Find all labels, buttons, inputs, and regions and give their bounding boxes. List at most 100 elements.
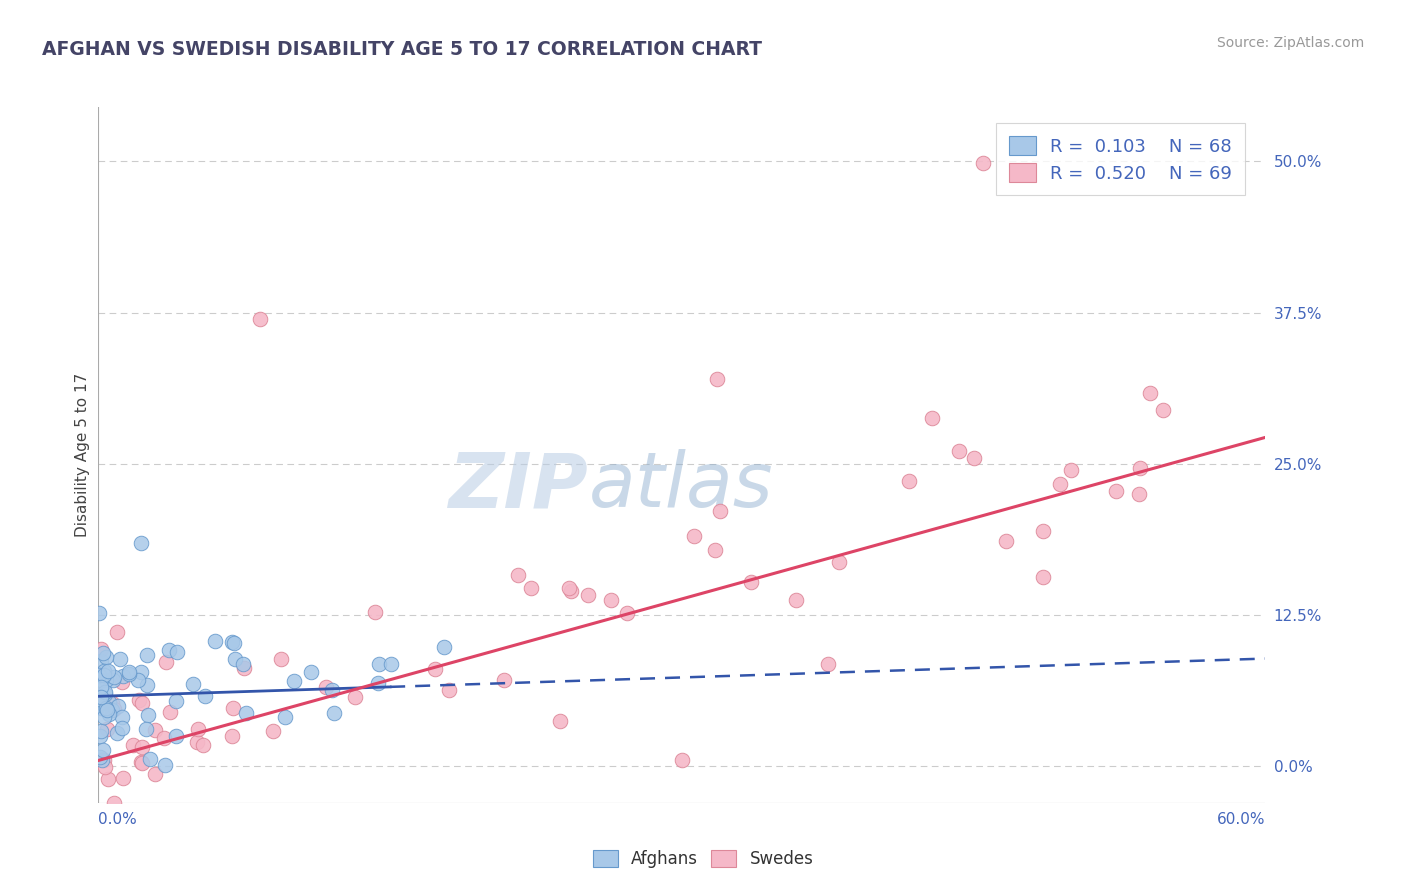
Point <box>817 657 839 671</box>
Point <box>90 724 112 739</box>
Point <box>93 709 115 723</box>
Point <box>494 673 516 687</box>
Point <box>704 542 727 557</box>
Point <box>315 681 337 695</box>
Point <box>93 664 115 678</box>
Point <box>1128 487 1150 501</box>
Point <box>363 605 385 619</box>
Point <box>97 706 120 721</box>
Point <box>143 723 166 737</box>
Point <box>111 674 134 689</box>
Point <box>117 665 139 680</box>
Point <box>343 690 366 705</box>
Point <box>131 755 153 769</box>
Point <box>87 667 110 681</box>
Point <box>107 699 129 714</box>
Point <box>560 583 582 598</box>
Point <box>671 754 693 768</box>
Point <box>91 646 114 660</box>
Point <box>94 687 117 701</box>
Point <box>93 754 115 768</box>
Point <box>1049 477 1071 491</box>
Point <box>299 665 322 680</box>
Point <box>683 529 706 543</box>
Point <box>262 724 284 739</box>
Point <box>96 722 118 736</box>
Point <box>131 756 153 770</box>
Point <box>423 663 446 677</box>
Point <box>165 694 187 708</box>
Point <box>181 677 204 691</box>
Point <box>439 683 461 698</box>
Point <box>948 444 970 458</box>
Point <box>222 636 245 650</box>
Point <box>96 701 118 715</box>
Point <box>221 701 243 715</box>
Point <box>87 606 110 620</box>
Point <box>962 450 984 465</box>
Point <box>111 669 134 683</box>
Point <box>186 735 208 749</box>
Point <box>897 474 920 488</box>
Point <box>1152 402 1174 417</box>
Point <box>433 640 456 654</box>
Y-axis label: Disability Age 5 to 17: Disability Age 5 to 17 <box>75 373 90 537</box>
Point <box>111 722 134 736</box>
Point <box>578 588 600 602</box>
Point <box>221 729 243 743</box>
Point <box>97 695 120 709</box>
Point <box>155 655 177 669</box>
Point <box>191 738 214 752</box>
Point <box>274 710 297 724</box>
Point <box>103 670 125 684</box>
Point <box>103 796 125 810</box>
Point <box>96 650 118 665</box>
Point <box>135 723 157 737</box>
Text: atlas: atlas <box>589 450 773 524</box>
Point <box>122 739 145 753</box>
Point <box>520 581 543 595</box>
Point <box>204 634 226 648</box>
Point <box>153 758 176 772</box>
Point <box>231 657 253 672</box>
Point <box>105 726 128 740</box>
Point <box>97 772 120 786</box>
Point <box>90 654 112 668</box>
Point <box>1105 483 1128 498</box>
Legend: Afghans, Swedes: Afghans, Swedes <box>586 843 820 875</box>
Point <box>89 749 111 764</box>
Point <box>103 702 125 716</box>
Point <box>94 702 117 716</box>
Point <box>380 657 402 671</box>
Point <box>367 657 389 671</box>
Point <box>89 729 111 743</box>
Point <box>108 652 131 666</box>
Point <box>740 574 762 589</box>
Point <box>94 673 117 687</box>
Point <box>233 660 256 674</box>
Point <box>600 593 623 607</box>
Point <box>129 665 152 679</box>
Point <box>235 706 257 720</box>
Point <box>995 533 1018 548</box>
Point <box>159 705 181 719</box>
Point <box>136 648 159 662</box>
Point <box>1032 524 1054 538</box>
Point <box>322 706 344 721</box>
Point <box>101 703 124 717</box>
Point <box>616 606 638 620</box>
Point <box>101 696 124 710</box>
Point <box>93 685 115 699</box>
Point <box>101 673 124 688</box>
Point <box>96 703 118 717</box>
Point <box>828 555 851 569</box>
Point <box>1129 460 1152 475</box>
Point <box>1060 463 1083 477</box>
Text: 0.0%: 0.0% <box>98 813 138 828</box>
Point <box>94 760 117 774</box>
Point <box>283 673 305 688</box>
Text: ZIP: ZIP <box>449 450 589 524</box>
Point <box>111 771 134 785</box>
Point <box>111 709 134 723</box>
Point <box>117 667 139 681</box>
